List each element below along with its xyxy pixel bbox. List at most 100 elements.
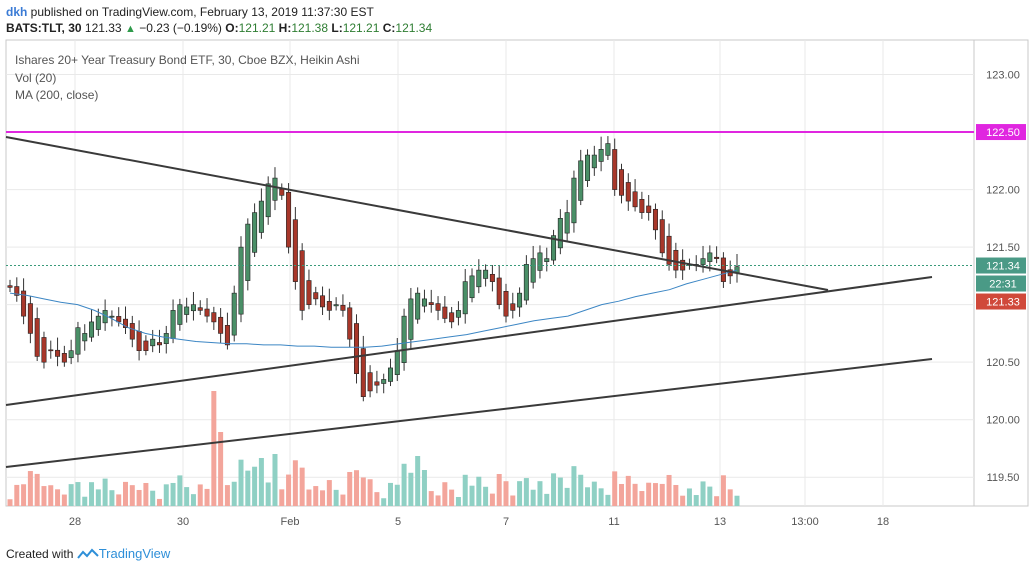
candle-body [469,275,475,299]
candle [265,176,271,225]
candle-body [666,235,672,265]
candle [286,183,292,254]
candle-body [190,304,196,312]
candles [7,136,740,402]
candle-body [523,264,529,301]
candle [143,335,149,356]
volume-bar [421,470,427,506]
candle-body [34,318,40,357]
candle-body [231,292,237,336]
candle-body [170,310,176,339]
candle-body [455,310,461,318]
candle [564,199,570,242]
volume-bar [129,485,135,506]
candle [585,149,591,187]
tradingview-brand[interactable]: TradingView [98,546,171,561]
volume-bar [517,481,523,506]
candle-body [415,292,421,320]
x-tick-label: 18 [877,516,889,528]
candle [387,358,393,387]
plot-area[interactable] [5,39,975,507]
candle-body [41,337,47,363]
volume-bar [449,489,455,506]
candle-body [673,249,679,271]
candle [21,278,27,325]
candle-body [374,381,380,386]
legend-ma[interactable]: MA (200, close) [15,88,98,102]
countdown-label: 22:31 [989,279,1017,291]
candle [55,337,61,367]
x-tick-label: 5 [395,516,401,528]
candle-body [313,292,319,300]
candle-body [184,306,190,315]
volume-bar [734,495,740,506]
volume-bar [686,488,692,506]
candle-body [476,269,482,288]
author-name[interactable]: dkh [6,5,28,19]
candle-body [707,252,713,262]
candle-body [347,307,353,340]
candle-body [306,280,312,305]
candle [218,308,224,344]
candle-body [14,286,20,296]
candle [320,286,326,315]
high-value: 121.38 [291,21,329,35]
candle [150,329,156,353]
symbol: BATS:TLT, 30 [6,21,82,35]
volume-bar [544,493,550,506]
volume-bar [720,475,726,506]
candle [177,298,183,331]
candle-body [367,372,373,392]
candle-body [286,191,292,248]
candle-body [238,246,244,315]
candle-body [333,304,339,307]
candle [483,264,489,287]
volume-bar [163,484,169,506]
candle [401,308,407,371]
volume-bar [551,473,557,506]
volume-bar [156,498,162,506]
low-label: L: [331,21,343,35]
price-chart[interactable]: 123.00122.50122.00121.50121.00120.50120.… [0,0,1034,540]
candle-body [123,318,129,328]
volume-bar [659,483,665,506]
candle [652,203,658,240]
x-tick-label: 13:00 [791,516,819,528]
price-change: −0.23 (−0.19%) [139,21,222,35]
x-axis-labels: 28 30 Feb 5 7 11 13 13:00 18 [69,516,889,528]
x-tick-label: 28 [69,516,81,528]
hline-price-label: 122.50 [986,127,1020,139]
volume-bar [75,482,81,506]
candle [455,301,461,326]
volume-bar [455,496,461,506]
candle-body [428,302,434,305]
candle-body [714,256,720,259]
candle [354,314,360,384]
volume-bar [48,485,54,506]
volume-bar [408,472,414,506]
volume-bar [123,481,129,506]
volume-bar [693,495,699,506]
candle-body [340,304,346,311]
candle [272,167,278,211]
volume-bar [41,486,47,506]
volume-bar [537,481,543,506]
volume-bar [564,487,570,506]
volume-bar [313,486,319,506]
candle [156,329,162,353]
volume-bar [61,494,67,506]
volume-bar [489,493,495,506]
legend-vol[interactable]: Vol (20) [15,71,56,85]
candle [435,296,441,321]
candle-body [564,212,570,234]
candle-body [544,258,550,262]
volume-bar [326,480,332,506]
footer: Created with TradingView [6,546,170,561]
legend-title[interactable]: Ishares 20+ Year Treasury Bond ETF, 30, … [15,53,360,67]
x-tick-label: 7 [503,516,509,528]
candle [252,203,258,257]
volume-bar [632,483,638,506]
candle-body [483,269,489,279]
volume-bar [211,391,217,506]
countdown-label-bg [976,275,1026,292]
